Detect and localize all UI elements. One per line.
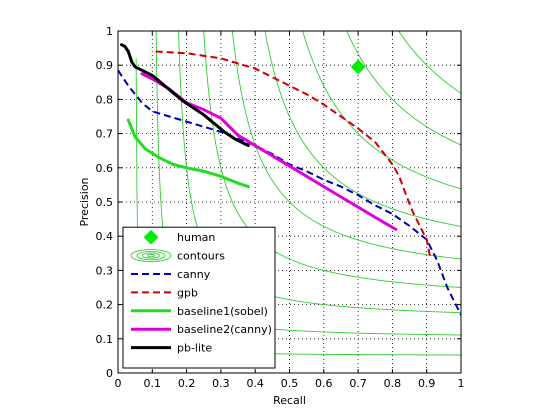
y-tick-label: 0.8 xyxy=(96,93,114,106)
iso-f-contour-0.7 xyxy=(302,31,461,190)
x-tick-label: 0.4 xyxy=(246,377,264,390)
iso-f-contour-0.6 xyxy=(264,31,461,227)
legend-label-baseline2-canny: baseline2(canny) xyxy=(177,323,272,336)
x-tick-label: 0.7 xyxy=(349,377,367,390)
y-tick-label: 1 xyxy=(106,25,113,38)
pb-lite-line xyxy=(119,43,250,148)
legend-item-human: human xyxy=(144,230,215,245)
legend-label-canny: canny xyxy=(177,268,211,281)
baseline1-sobel-line xyxy=(126,118,250,189)
legend-item-pb-lite: pb-lite xyxy=(131,342,212,355)
x-tick-label: 0.2 xyxy=(178,377,196,390)
y-tick-label: 0.2 xyxy=(96,299,114,312)
iso-f-contour-0.5 xyxy=(231,31,461,260)
legend-swatch-contours xyxy=(130,249,172,263)
legend-item-canny: canny xyxy=(131,268,211,281)
y-tick-label: 0.9 xyxy=(96,59,114,72)
x-tick-label: 0.8 xyxy=(384,377,402,390)
y-tick-label: 0.1 xyxy=(96,333,114,346)
legend-swatch-human xyxy=(144,230,158,245)
human-marker xyxy=(351,59,366,74)
legend-item-baseline2-canny: baseline2(canny) xyxy=(131,323,272,336)
x-tick-label: 0.1 xyxy=(144,377,162,390)
y-tick-label: 0 xyxy=(106,367,113,380)
legend-label-contours: contours xyxy=(177,250,225,263)
legend-label-baseline1-sobel: baseline1(sobel) xyxy=(177,305,268,318)
x-tick-label: 0.3 xyxy=(212,377,230,390)
legend: human contours canny gpb baseline1(sobel) bas… xyxy=(122,226,276,369)
legend-label-pb-lite: pb-lite xyxy=(177,342,212,355)
legend-label-gpb: gpb xyxy=(177,286,198,299)
legend-item-gpb: gpb xyxy=(131,286,198,299)
legend-item-baseline1-sobel: baseline1(sobel) xyxy=(131,305,268,318)
x-tick-label: 1 xyxy=(458,377,465,390)
x-tick-label: 0 xyxy=(115,377,122,390)
y-tick-label: 0.5 xyxy=(96,196,114,209)
iso-f-contour-0.9 xyxy=(398,31,461,94)
y-tick-label: 0.6 xyxy=(96,162,114,175)
y-tick-label: 0.7 xyxy=(96,128,114,141)
x-tick-label: 0.6 xyxy=(315,377,333,390)
legend-box xyxy=(122,226,276,369)
y-tick-label: 0.3 xyxy=(96,264,114,277)
x-axis-label: Recall xyxy=(273,394,306,407)
x-tick-label: 0.9 xyxy=(418,377,436,390)
gpb-line xyxy=(155,50,432,257)
y-axis-label: Precision xyxy=(78,177,91,226)
legend-item-contours: contours xyxy=(130,249,225,263)
x-tick-label: 0.5 xyxy=(281,377,299,390)
legend-label-human: human xyxy=(177,231,215,244)
y-tick-label: 0.4 xyxy=(96,230,114,243)
iso-f-contour-0.8 xyxy=(346,31,461,146)
iso-f-contour-0.4 xyxy=(203,31,461,288)
